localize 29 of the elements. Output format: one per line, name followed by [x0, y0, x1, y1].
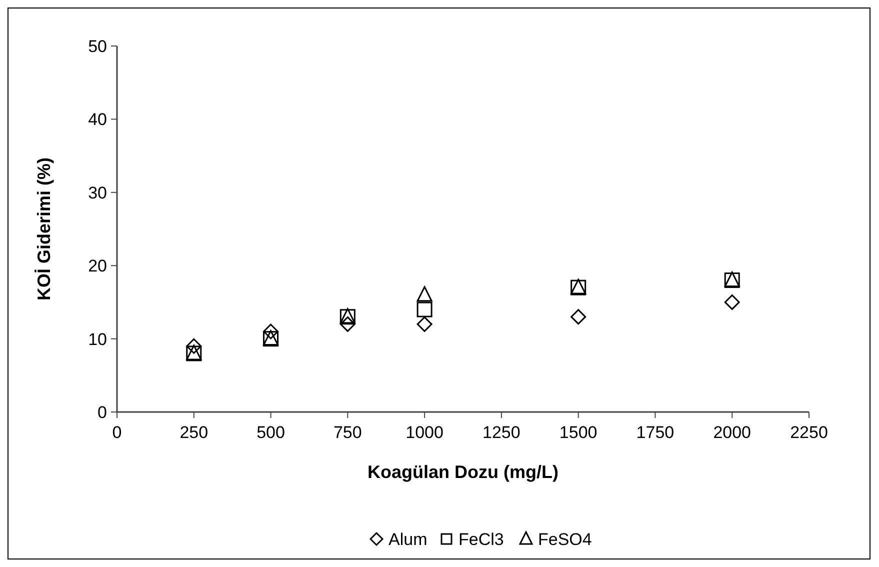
y-tick-label: 20	[88, 256, 107, 276]
point	[263, 324, 279, 340]
x-tick-label: 500	[256, 423, 285, 442]
y-tick-label: 40	[88, 110, 107, 130]
x-tick-label: 1250	[482, 423, 520, 442]
x-tick-label: 0	[112, 423, 122, 442]
point	[416, 302, 432, 318]
x-tick-label: 250	[180, 423, 208, 442]
x-tick-label: 750	[333, 423, 362, 442]
x-tick-label: 1500	[559, 423, 598, 442]
y-tick-label: 10	[88, 330, 107, 349]
point	[570, 309, 586, 325]
point	[340, 316, 356, 332]
x-tick-label: 2000	[713, 423, 752, 442]
point	[724, 294, 740, 310]
x-axis-title: Koagülan Dozu (mg/L)	[368, 462, 558, 482]
x-tick-label: 1750	[636, 423, 674, 442]
y-axis-title: KOİ Giderimi (%)	[34, 157, 54, 301]
point	[416, 316, 432, 332]
y-tick-label: 0	[98, 402, 107, 422]
legend-label: FeSO4	[538, 530, 592, 549]
legend-label: FeCl3	[458, 530, 504, 549]
point	[416, 286, 432, 302]
legend-label: Alum	[388, 530, 428, 549]
y-tick-label: 30	[88, 183, 107, 202]
x-tick-label: 1000	[406, 423, 444, 442]
y-tick-label: 50	[88, 36, 107, 56]
point	[186, 338, 202, 354]
x-tick-label: 2250	[790, 423, 828, 442]
